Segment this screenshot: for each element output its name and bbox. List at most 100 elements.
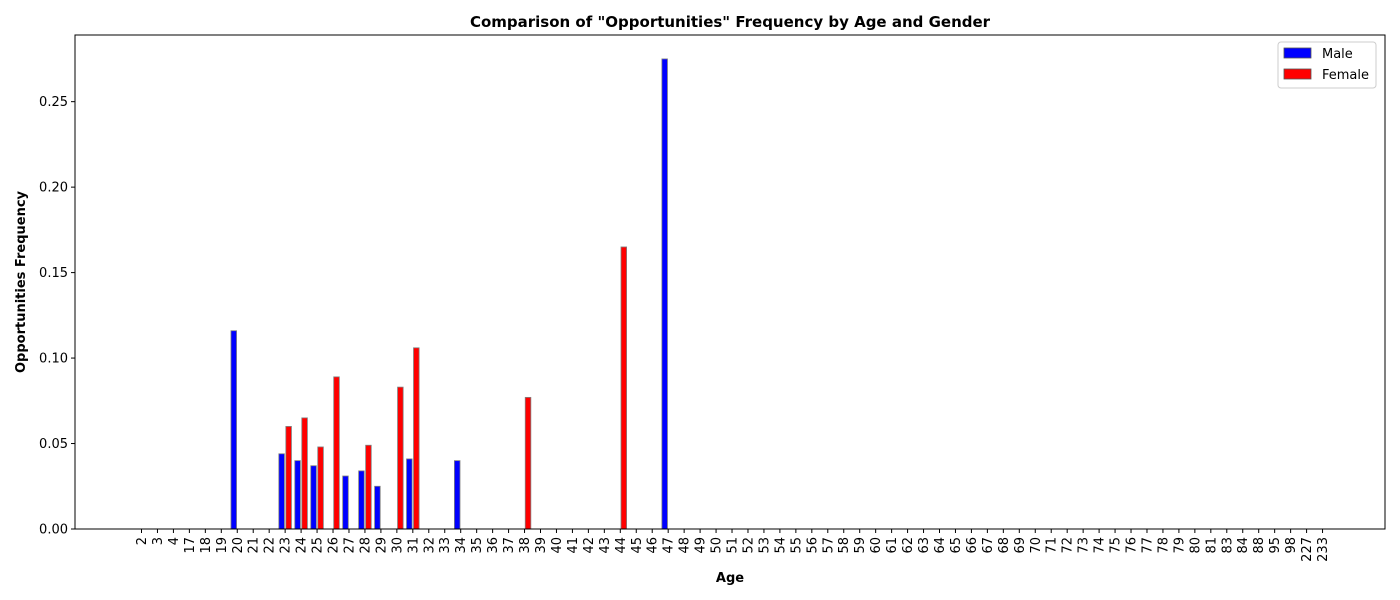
x-tick-label: 27 (342, 537, 357, 554)
bar-female-age-44 (621, 247, 627, 529)
x-tick-label: 30 (390, 537, 405, 554)
x-tick-label: 84 (1236, 537, 1251, 554)
x-tick-label: 98 (1284, 537, 1299, 554)
bar-male-age-29 (375, 486, 381, 529)
x-tick-label: 81 (1204, 537, 1219, 554)
x-tick-label: 41 (566, 537, 581, 554)
bar-female-age-31 (414, 348, 420, 529)
x-tick-label: 74 (1093, 537, 1108, 554)
x-tick-label: 40 (550, 537, 565, 554)
legend: Male Female (1278, 42, 1376, 88)
x-tick-label: 4 (167, 537, 182, 545)
x-tick-label: 26 (327, 537, 342, 554)
bar-male-age-31 (407, 459, 413, 529)
x-tick-label: 60 (869, 537, 884, 554)
x-tick-label: 79 (1172, 537, 1187, 554)
x-tick-label: 77 (1140, 537, 1155, 554)
y-tick-label: 0.25 (39, 95, 68, 110)
x-tick-label: 59 (853, 537, 868, 554)
x-tick-label: 56 (805, 537, 820, 554)
x-tick-label: 29 (374, 537, 389, 554)
x-tick-label: 227 (1300, 537, 1315, 562)
y-tick-label: 0.00 (39, 523, 68, 538)
bar-male-age-20 (231, 331, 237, 529)
plot-area: 0.000.050.100.150.200.25 2 3 4 17 18 19 20 21 22… (39, 35, 1385, 562)
x-tick-label: 69 (1013, 537, 1028, 554)
x-tick-label: 66 (965, 537, 980, 554)
x-axis: 2 3 4 17 18 19 20 21 22 23 24 25 26 27 28 29 30 31 32 33 34 3… (135, 529, 1331, 562)
x-tick-label: 32 (422, 537, 437, 554)
bar-female-age-28 (366, 445, 372, 529)
x-tick-label: 67 (981, 537, 996, 554)
x-tick-label: 18 (199, 537, 214, 554)
legend-swatch-male (1284, 48, 1311, 58)
y-tick-label: 0.15 (39, 266, 68, 281)
y-axis: 0.00 0.05 0.10 0.15 0.20 0.25 (39, 95, 75, 537)
x-tick-label: 22 (263, 537, 278, 554)
x-tick-label: 57 (821, 537, 836, 554)
x-tick-label: 19 (215, 537, 230, 554)
bar-male-age-28 (359, 471, 365, 529)
x-tick-label: 49 (694, 537, 709, 554)
x-tick-label: 83 (1220, 537, 1235, 554)
x-tick-label: 71 (1045, 537, 1060, 554)
x-tick-label: 75 (1109, 537, 1124, 554)
x-tick-label: 70 (1029, 537, 1044, 554)
x-tick-label: 46 (646, 537, 661, 554)
bar-male-age-24 (295, 461, 301, 529)
x-tick-label: 64 (933, 537, 948, 554)
plot-background (75, 35, 1385, 529)
legend-label-female: Female (1322, 68, 1369, 83)
x-tick-label: 34 (454, 537, 469, 554)
x-tick-label: 38 (518, 537, 533, 554)
x-tick-label: 52 (741, 537, 756, 554)
x-tick-label: 80 (1188, 537, 1203, 554)
bar-male-age-47 (662, 59, 668, 529)
bar-male-age-34 (454, 461, 460, 529)
x-tick-label: 43 (598, 537, 613, 554)
x-tick-label: 3 (151, 537, 166, 545)
x-tick-label: 17 (183, 537, 198, 554)
bar-female-age-25 (318, 447, 324, 529)
x-tick-label: 37 (502, 537, 517, 554)
legend-swatch-female (1284, 69, 1311, 79)
x-tick-label: 28 (358, 537, 373, 554)
legend-label-male: Male (1322, 47, 1353, 62)
x-tick-label: 68 (997, 537, 1012, 554)
x-tick-label: 39 (534, 537, 549, 554)
bar-female-age-26 (334, 377, 340, 529)
x-tick-label: 53 (757, 537, 772, 554)
x-tick-label: 233 (1316, 537, 1331, 562)
x-tick-label: 33 (438, 537, 453, 554)
x-tick-label: 25 (311, 537, 326, 554)
bar-female-age-30 (398, 387, 404, 529)
x-tick-label: 42 (582, 537, 597, 554)
x-tick-label: 76 (1125, 537, 1140, 554)
bar-male-age-27 (343, 476, 349, 529)
x-tick-label: 2 (135, 537, 150, 545)
bar-male-age-25 (311, 466, 317, 529)
x-axis-label: Age (716, 571, 744, 586)
x-tick-label: 65 (949, 537, 964, 554)
x-tick-label: 48 (678, 537, 693, 554)
chart-title: Comparison of "Opportunities" Frequency … (470, 13, 991, 31)
x-tick-label: 44 (614, 537, 629, 554)
x-tick-label: 95 (1268, 537, 1283, 554)
bar-female-age-23 (286, 426, 292, 529)
x-tick-label: 47 (662, 537, 677, 554)
x-tick-label: 45 (630, 537, 645, 554)
y-axis-label: Opportunities Frequency (14, 190, 29, 373)
bar-male-age-23 (279, 454, 285, 529)
x-tick-label: 51 (726, 537, 741, 554)
x-tick-label: 31 (406, 537, 421, 554)
x-tick-label: 23 (279, 537, 294, 554)
x-tick-label: 54 (773, 537, 788, 554)
x-tick-label: 36 (486, 537, 501, 554)
x-tick-label: 24 (295, 537, 310, 554)
x-tick-label: 78 (1156, 537, 1171, 554)
x-tick-label: 21 (247, 537, 262, 554)
x-tick-label: 55 (789, 537, 804, 554)
x-tick-label: 20 (231, 537, 246, 554)
x-tick-label: 72 (1061, 537, 1076, 554)
